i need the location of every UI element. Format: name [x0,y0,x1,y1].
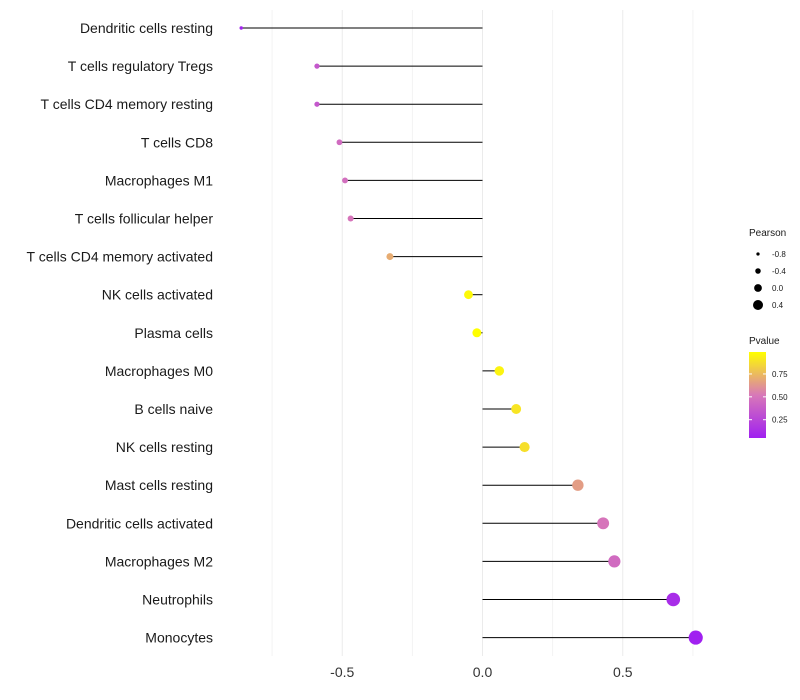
size-legend-key [753,300,763,310]
lollipop-point [472,328,482,338]
category-labels: Dendritic cells resting T cells regulator… [27,20,214,646]
color-legend-label: 0.25 [772,416,788,425]
size-legend-label: -0.8 [772,250,786,259]
lollipop-point [519,442,530,453]
size-legend-key [755,268,761,274]
lollipop-point [688,630,703,645]
category-label: B cells naive [134,401,213,417]
category-label: Dendritic cells resting [80,20,213,36]
lollipop-sticks [241,27,696,639]
size-legend-key [756,252,760,256]
category-label: T cells regulatory Tregs [68,58,213,74]
x-tick-label: 0.0 [473,664,493,680]
size-legend-label: 0.4 [772,301,784,310]
x-axis-ticks: -0.5 0.0 0.5 [330,664,633,680]
category-label: T cells CD4 memory activated [27,249,213,265]
lollipop-point [597,517,610,530]
lollipop-point [511,404,522,414]
category-label: T cells follicular helper [75,211,214,227]
size-legend-title: Pearson [749,228,786,239]
size-legend: Pearson -0.8 -0.4 0.0 0.4 [749,228,786,310]
category-label: Mast cells resting [105,477,213,493]
category-label: NK cells activated [102,287,213,303]
category-label: Dendritic cells activated [66,515,213,531]
category-label: Macrophages M1 [105,172,213,188]
size-legend-key [754,284,762,292]
lollipop-point [666,592,681,607]
lollipop-points [239,26,703,645]
color-legend: Pvalue 0.25 0.50 0.75 [749,336,788,438]
size-legend-label: 0.0 [772,284,784,293]
lollipop-point [336,139,343,146]
lollipop-point [342,177,348,184]
lollipop-point [572,479,584,491]
category-label: NK cells resting [116,439,213,455]
category-label: Macrophages M0 [105,363,213,379]
category-label: Plasma cells [134,325,213,341]
category-label: Monocytes [145,630,213,646]
lollipop-point [239,26,243,30]
lollipop-point [314,101,320,107]
lollipop-point [386,253,394,261]
color-legend-label: 0.75 [772,370,788,379]
color-legend-title: Pvalue [749,336,780,347]
x-tick-label: 0.5 [613,664,633,680]
color-legend-label: 0.50 [772,393,788,402]
category-label: T cells CD8 [141,134,213,150]
category-label: Neutrophils [142,592,213,608]
lollipop-point [347,215,354,222]
lollipop-point [494,366,505,376]
category-label: T cells CD4 memory resting [41,96,213,112]
category-label: Macrophages M2 [105,553,213,569]
size-legend-label: -0.4 [772,267,786,276]
lollipop-point [314,63,320,69]
color-bar [749,352,766,438]
lollipop-point [464,290,473,300]
x-tick-label: -0.5 [330,664,354,680]
lollipop-point [608,555,621,568]
